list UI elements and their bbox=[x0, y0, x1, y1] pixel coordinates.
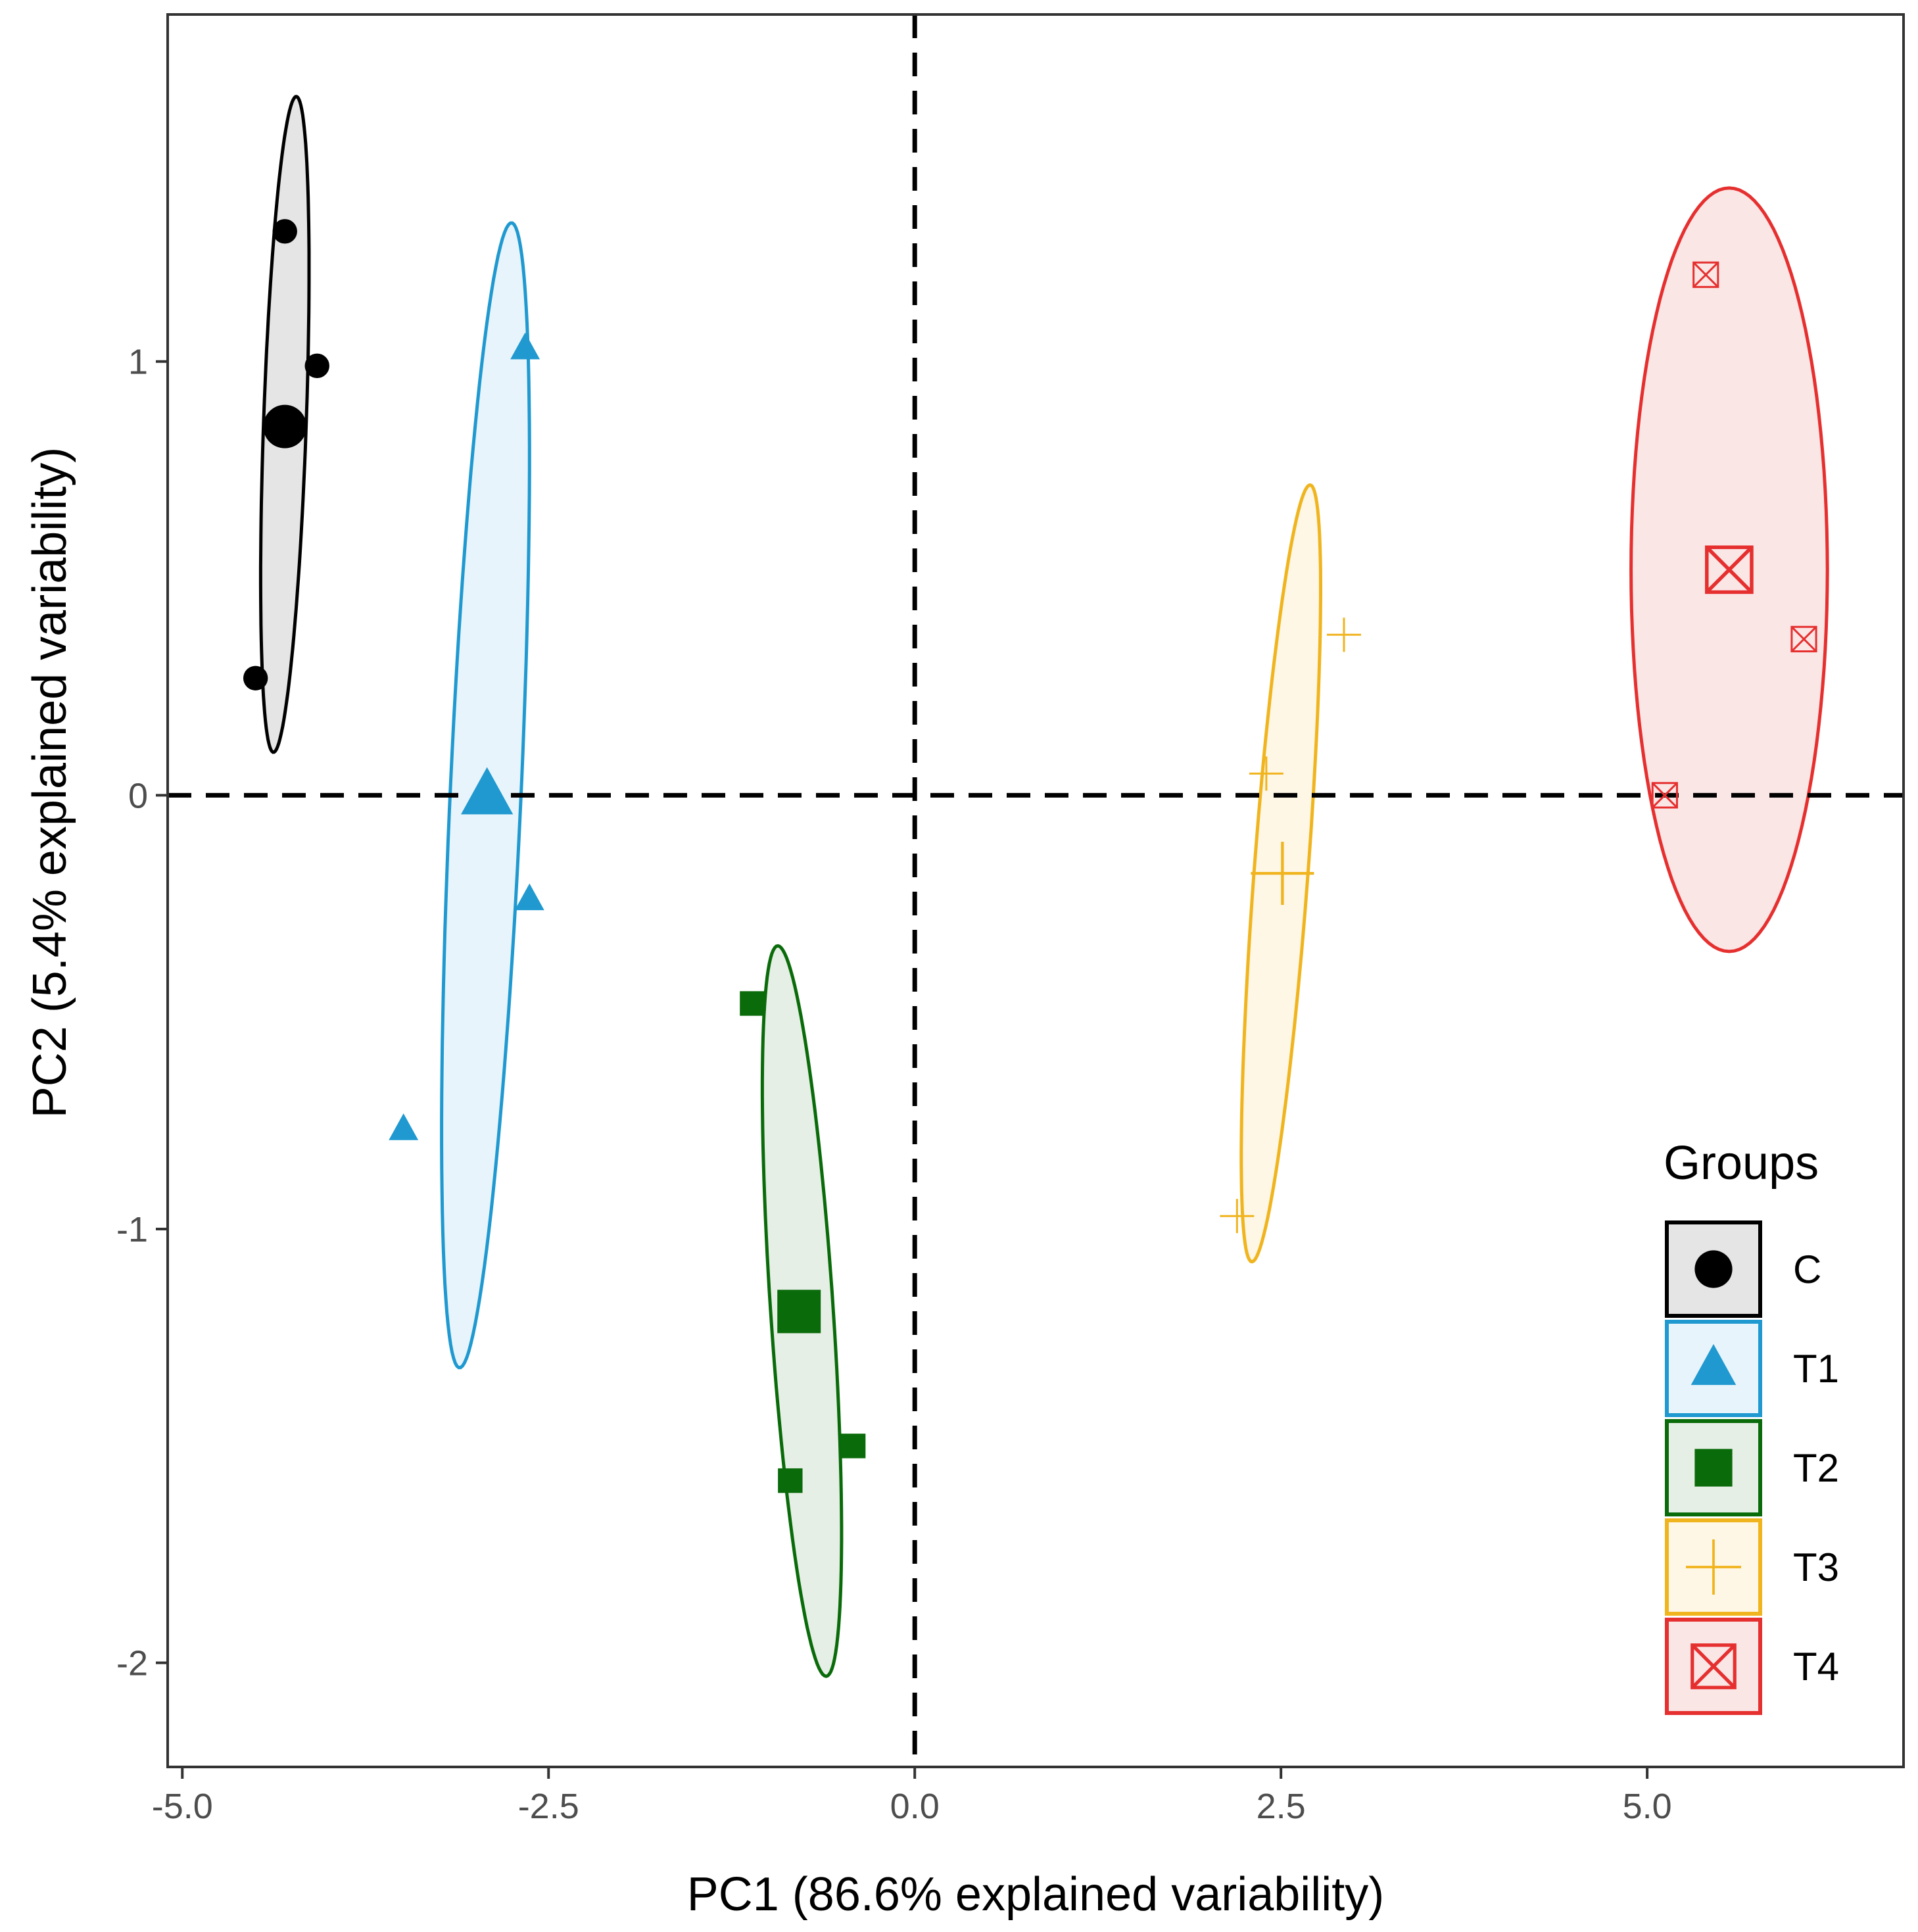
y-tick-label-1: -1 bbox=[116, 1210, 148, 1249]
x-tick-label-4: 5.0 bbox=[1623, 1787, 1672, 1826]
y-tick-label-2: 0 bbox=[128, 776, 148, 815]
point-t4-1-box bbox=[1692, 261, 1719, 288]
centroid-t1-shape bbox=[461, 767, 514, 815]
point-t4-2 bbox=[1790, 625, 1817, 653]
reference-lines bbox=[168, 14, 1904, 1767]
centroid-c-shape bbox=[263, 404, 307, 448]
centroid-t3 bbox=[1251, 842, 1314, 906]
legend-symbol-t4-diag2 bbox=[1690, 1643, 1737, 1689]
point-t2-2-shape bbox=[840, 1434, 866, 1459]
legend-symbol-t2-shape bbox=[1694, 1449, 1733, 1487]
legend: Groups C T1 T2 T3 T4 bbox=[1664, 1137, 1839, 1715]
point-t1-2-shape bbox=[514, 883, 544, 911]
y-tick-label-0: -2 bbox=[116, 1644, 148, 1683]
point-t1-1-shape bbox=[510, 332, 540, 360]
centroid-t2 bbox=[777, 1290, 821, 1334]
point-t2-1-shape bbox=[740, 991, 765, 1016]
point-t1-3 bbox=[389, 1113, 419, 1140]
point-c-2-shape bbox=[304, 353, 329, 379]
point-t4-3-diag2 bbox=[1652, 782, 1678, 809]
y-axis-title: PC2 (5.4% explained variability) bbox=[24, 447, 76, 1118]
point-t4-2-diag2 bbox=[1790, 626, 1817, 652]
legend-symbol-t4 bbox=[1690, 1643, 1737, 1689]
legend-symbol-t1 bbox=[1690, 1343, 1737, 1386]
point-t2-1 bbox=[740, 991, 765, 1016]
legend-symbol-c-shape bbox=[1694, 1250, 1733, 1288]
legend-symbol-t1-shape bbox=[1690, 1343, 1737, 1386]
legend-title: Groups bbox=[1664, 1137, 1819, 1190]
legend-key-t1 bbox=[1665, 1320, 1762, 1417]
legend-label-t4: T4 bbox=[1793, 1645, 1839, 1689]
data-points bbox=[243, 219, 1817, 1493]
point-t2-3-shape bbox=[778, 1468, 803, 1493]
centroid-t2-shape bbox=[777, 1290, 821, 1334]
point-c-1 bbox=[272, 219, 297, 244]
legend-symbol-t3 bbox=[1686, 1539, 1741, 1595]
legend-symbol-t2 bbox=[1694, 1449, 1733, 1487]
axes: -5.0 -2.5 0.0 2.5 5.0 -2 -1 0 1 bbox=[116, 343, 1672, 1826]
legend-label-t3: T3 bbox=[1793, 1545, 1839, 1589]
plot-panel-border bbox=[166, 13, 1905, 1768]
x-axis-title: PC1 (86.6% explained variability) bbox=[687, 1868, 1385, 1921]
point-t3-3 bbox=[1220, 1199, 1255, 1234]
point-t1-2 bbox=[514, 883, 544, 911]
legend-symbol-t4-box bbox=[1690, 1643, 1737, 1689]
point-t4-3 bbox=[1651, 782, 1678, 809]
point-t1-3-shape bbox=[389, 1113, 419, 1140]
point-t2-2 bbox=[840, 1434, 866, 1459]
legend-symbol-c bbox=[1694, 1250, 1733, 1288]
legend-label-t1: T1 bbox=[1793, 1347, 1839, 1391]
point-c-2 bbox=[304, 353, 329, 379]
legend-label-c: C bbox=[1793, 1247, 1821, 1292]
y-tick-label-3: 1 bbox=[128, 343, 148, 382]
point-c-3 bbox=[243, 665, 268, 690]
x-tick-label-3: 2.5 bbox=[1257, 1787, 1306, 1826]
point-c-3-shape bbox=[243, 665, 268, 690]
point-t3-1 bbox=[1326, 617, 1361, 652]
point-t4-1 bbox=[1692, 261, 1719, 288]
centroid-c bbox=[263, 404, 307, 448]
point-t4-3-box bbox=[1651, 782, 1678, 809]
legend-label-t2: T2 bbox=[1793, 1446, 1839, 1490]
x-tick-label-0: -5.0 bbox=[152, 1787, 213, 1826]
point-t3-2 bbox=[1249, 756, 1283, 791]
point-t4-1-diag2 bbox=[1692, 262, 1719, 288]
point-t1-1 bbox=[510, 332, 540, 360]
point-t2-3 bbox=[778, 1468, 803, 1493]
centroid-t1 bbox=[461, 767, 514, 815]
x-tick-label-1: -2.5 bbox=[518, 1787, 579, 1826]
x-tick-label-2: 0.0 bbox=[890, 1787, 940, 1826]
centroid-t4-box bbox=[1705, 545, 1754, 594]
point-c-1-shape bbox=[272, 219, 297, 244]
centroid-t4 bbox=[1705, 545, 1754, 594]
point-t4-2-box bbox=[1790, 625, 1817, 653]
centroid-t4-diag2 bbox=[1705, 546, 1753, 594]
